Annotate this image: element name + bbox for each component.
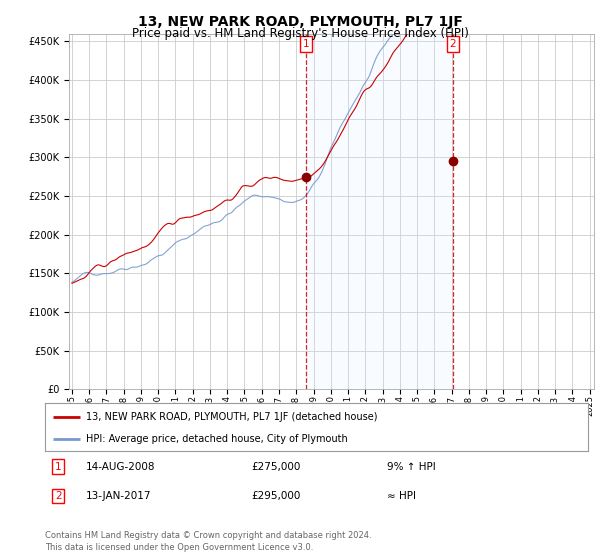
Text: £275,000: £275,000 bbox=[251, 461, 301, 472]
Text: Contains HM Land Registry data © Crown copyright and database right 2024.
This d: Contains HM Land Registry data © Crown c… bbox=[45, 531, 371, 552]
Bar bbox=[307, 34, 453, 389]
Text: 13-JAN-2017: 13-JAN-2017 bbox=[86, 491, 151, 501]
Text: £295,000: £295,000 bbox=[251, 491, 301, 501]
Text: 14-AUG-2008: 14-AUG-2008 bbox=[86, 461, 155, 472]
Text: 13, NEW PARK ROAD, PLYMOUTH, PL7 1JF: 13, NEW PARK ROAD, PLYMOUTH, PL7 1JF bbox=[137, 15, 463, 29]
Text: 1: 1 bbox=[303, 39, 310, 49]
Text: 13, NEW PARK ROAD, PLYMOUTH, PL7 1JF (detached house): 13, NEW PARK ROAD, PLYMOUTH, PL7 1JF (de… bbox=[86, 412, 377, 422]
Text: 2: 2 bbox=[450, 39, 457, 49]
Text: 1: 1 bbox=[55, 461, 61, 472]
Text: Price paid vs. HM Land Registry's House Price Index (HPI): Price paid vs. HM Land Registry's House … bbox=[131, 27, 469, 40]
Text: HPI: Average price, detached house, City of Plymouth: HPI: Average price, detached house, City… bbox=[86, 434, 347, 444]
Text: 9% ↑ HPI: 9% ↑ HPI bbox=[387, 461, 436, 472]
Text: 2: 2 bbox=[55, 491, 61, 501]
Text: ≈ HPI: ≈ HPI bbox=[387, 491, 416, 501]
